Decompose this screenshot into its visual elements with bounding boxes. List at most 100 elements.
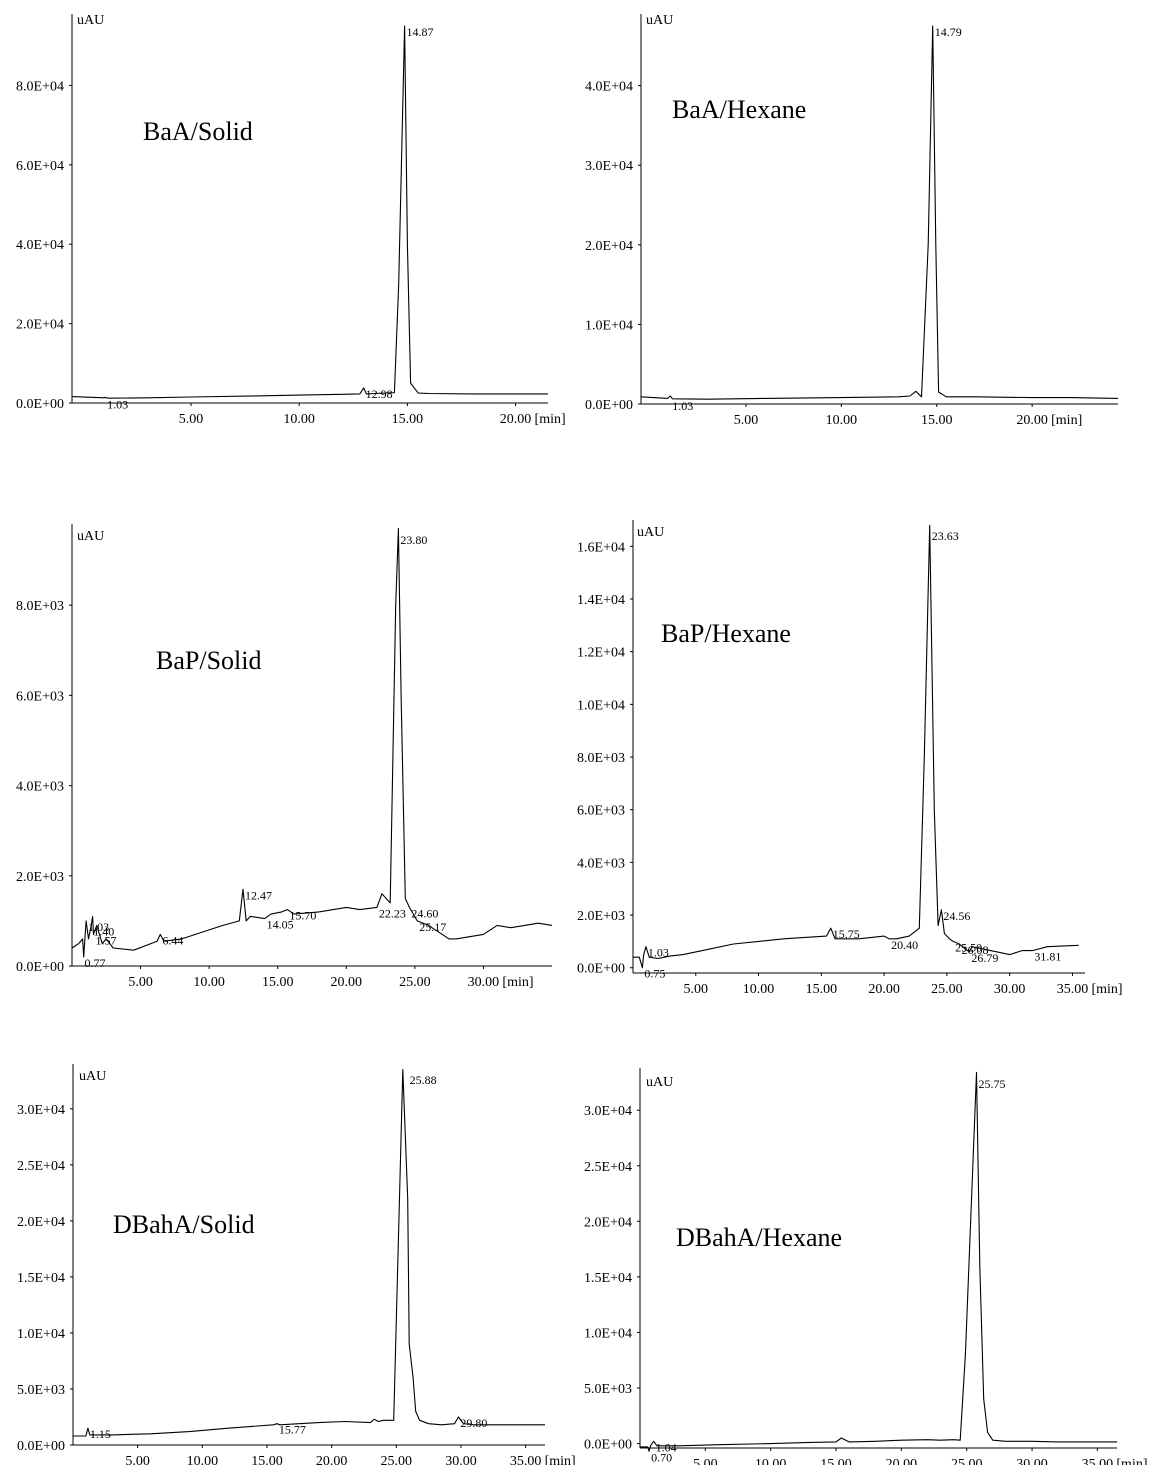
x-tick-label: 20.00: [331, 975, 363, 990]
x-tick-label: 10.00: [187, 1454, 219, 1465]
peak-label: 20.40: [891, 938, 918, 952]
peak-label: 23.63: [932, 529, 959, 543]
x-tick-label: 10.00: [283, 412, 315, 427]
x-tick-label: 10.00: [755, 1457, 787, 1465]
y-tick-label: 4.0E+04: [585, 80, 633, 95]
chart-panel-bap-solid: 0.0E+00 2.0E+03 4.0E+03 6.0E+03 8.0E+03 5.00 1…: [16, 524, 553, 990]
panel-title: DBahA/Hexane: [676, 1223, 842, 1252]
x-tick-label: 25.00: [381, 1454, 413, 1465]
y-tick-label: 0.0E+00: [16, 397, 64, 412]
y-tick-label: 8.0E+03: [16, 599, 64, 614]
y-tick-label: 1.4E+04: [577, 593, 625, 608]
chromatogram-trace: [640, 1071, 1117, 1452]
chart-panel-baa-solid: 0.0E+00 2.0E+04 4.0E+04 6.0E+04 8.0E+04 5.00 1…: [16, 13, 566, 427]
y-tick-label: 6.0E+03: [577, 804, 625, 819]
x-tick-label: 10.00: [743, 982, 775, 997]
peak-label: 1.04: [656, 1440, 677, 1454]
peak-label: 1.03: [107, 398, 128, 412]
x-tick-label: 20.00: [1016, 413, 1048, 428]
y-tick-label: 1.6E+04: [577, 540, 625, 555]
x-tick-label: 15.00: [392, 412, 424, 427]
y-tick-label: 0.0E+00: [584, 1438, 632, 1453]
y-tick-label: 4.0E+04: [16, 238, 64, 253]
chromatogram-trace: [640, 25, 1119, 400]
y-unit-label: uAU: [79, 1069, 106, 1084]
peak-label: 12.98: [366, 387, 393, 401]
x-tick-label: 5.00: [693, 1457, 718, 1465]
y-tick-label: 2.0E+04: [16, 318, 64, 333]
x-tick-label: 15.00: [921, 413, 953, 428]
y-tick-label: 0.0E+00: [585, 398, 633, 413]
y-tick-label: 3.0E+04: [585, 159, 633, 174]
y-tick-label: 2.5E+04: [584, 1160, 632, 1175]
peak-label: 25.75: [979, 1077, 1006, 1091]
peak-label: 24.56: [943, 909, 970, 923]
peak-label: 0.70: [651, 1450, 672, 1464]
x-tick-label: 5.00: [179, 412, 204, 427]
peak-label: 12.47: [245, 888, 272, 902]
peak-label: 1.03: [648, 946, 669, 960]
x-tick-label: 20.00: [868, 982, 900, 997]
x-tick-label: 30.00: [468, 975, 500, 990]
x-tick-label: 20.00: [500, 412, 532, 427]
x-tick-label: 5.00: [734, 413, 759, 428]
peak-label: 23.80: [400, 533, 427, 547]
y-tick-label: 2.5E+04: [17, 1159, 65, 1174]
peak-label: 15.70: [289, 909, 316, 923]
y-tick-label: 0.0E+00: [577, 962, 625, 977]
chromatogram-trace: [71, 25, 548, 399]
peak-label: 26.08: [961, 943, 988, 957]
y-tick-label: 8.0E+04: [16, 79, 64, 94]
peak-label: 31.81: [1034, 950, 1061, 964]
peak-label: 25.50: [955, 940, 982, 954]
panel-title: DBahA/Solid: [113, 1210, 255, 1239]
x-tick-label: 5.00: [684, 982, 709, 997]
y-unit-label: uAU: [77, 529, 104, 544]
chart-panel-dbaha-solid: 0.0E+00 5.0E+03 1.0E+04 1.5E+04 2.0E+04 2.5E+…: [17, 1064, 576, 1465]
x-tick-label: 25.00: [399, 975, 431, 990]
x-tick-label: 15.00: [806, 982, 838, 997]
x-tick-label: 35.00: [1057, 982, 1089, 997]
panel-title: BaP/Solid: [156, 646, 261, 675]
y-tick-label: 1.5E+04: [17, 1271, 65, 1286]
peak-label: 29.80: [460, 1416, 487, 1430]
chromatogram-trace: [73, 1069, 545, 1437]
y-tick-label: 1.0E+04: [577, 698, 625, 713]
x-tick-label: 15.00: [820, 1457, 852, 1465]
y-tick-label: 2.0E+04: [585, 239, 633, 254]
y-tick-label: 2.0E+03: [577, 909, 625, 924]
x-unit-label: [min]: [502, 975, 533, 990]
x-unit-label: [min]: [1091, 982, 1122, 997]
y-tick-label: 0.0E+00: [17, 1439, 65, 1454]
x-tick-label: 20.00: [316, 1454, 348, 1465]
y-tick-label: 1.2E+04: [577, 646, 625, 661]
peak-label: 25.17: [419, 920, 446, 934]
x-tick-label: 15.00: [262, 975, 294, 990]
panel-title: BaA/Solid: [143, 117, 253, 146]
y-tick-label: 1.0E+04: [584, 1326, 632, 1341]
x-tick-label: 10.00: [826, 413, 858, 428]
y-tick-label: 0.0E+00: [16, 960, 64, 975]
peak-label: 6.44: [162, 933, 183, 947]
y-unit-label: uAU: [646, 13, 673, 28]
peak-label: 14.79: [935, 25, 962, 39]
peak-label: 14.05: [267, 918, 294, 932]
y-tick-label: 2.0E+04: [17, 1215, 65, 1230]
chart-panel-bap-hexane: 0.0E+00 2.0E+03 4.0E+03 6.0E+03 8.0E+03 1.0E+…: [577, 520, 1123, 997]
y-tick-label: 1.5E+04: [584, 1271, 632, 1286]
peak-label: 14.87: [407, 25, 434, 39]
x-unit-label: [min]: [535, 412, 566, 427]
panel-title: BaP/Hexane: [661, 619, 791, 648]
chart-panel-dbaha-hexane: 0.0E+00 5.0E+03 1.0E+04 1.5E+04 2.0E+04 2.5E+…: [584, 1068, 1148, 1465]
peak-label: 1.03: [672, 399, 693, 413]
x-tick-label: 35.00: [510, 1454, 542, 1465]
peak-label: 22.23: [379, 906, 406, 920]
y-unit-label: uAU: [77, 13, 104, 28]
x-tick-label: 25.00: [951, 1457, 983, 1465]
peak-label: 1.15: [90, 1427, 111, 1441]
y-tick-label: 3.0E+04: [584, 1104, 632, 1119]
chromatogram-trace: [71, 527, 553, 958]
x-tick-label: 15.00: [251, 1454, 283, 1465]
x-tick-label: 35.00: [1082, 1457, 1114, 1465]
y-tick-label: 1.0E+04: [585, 318, 633, 333]
